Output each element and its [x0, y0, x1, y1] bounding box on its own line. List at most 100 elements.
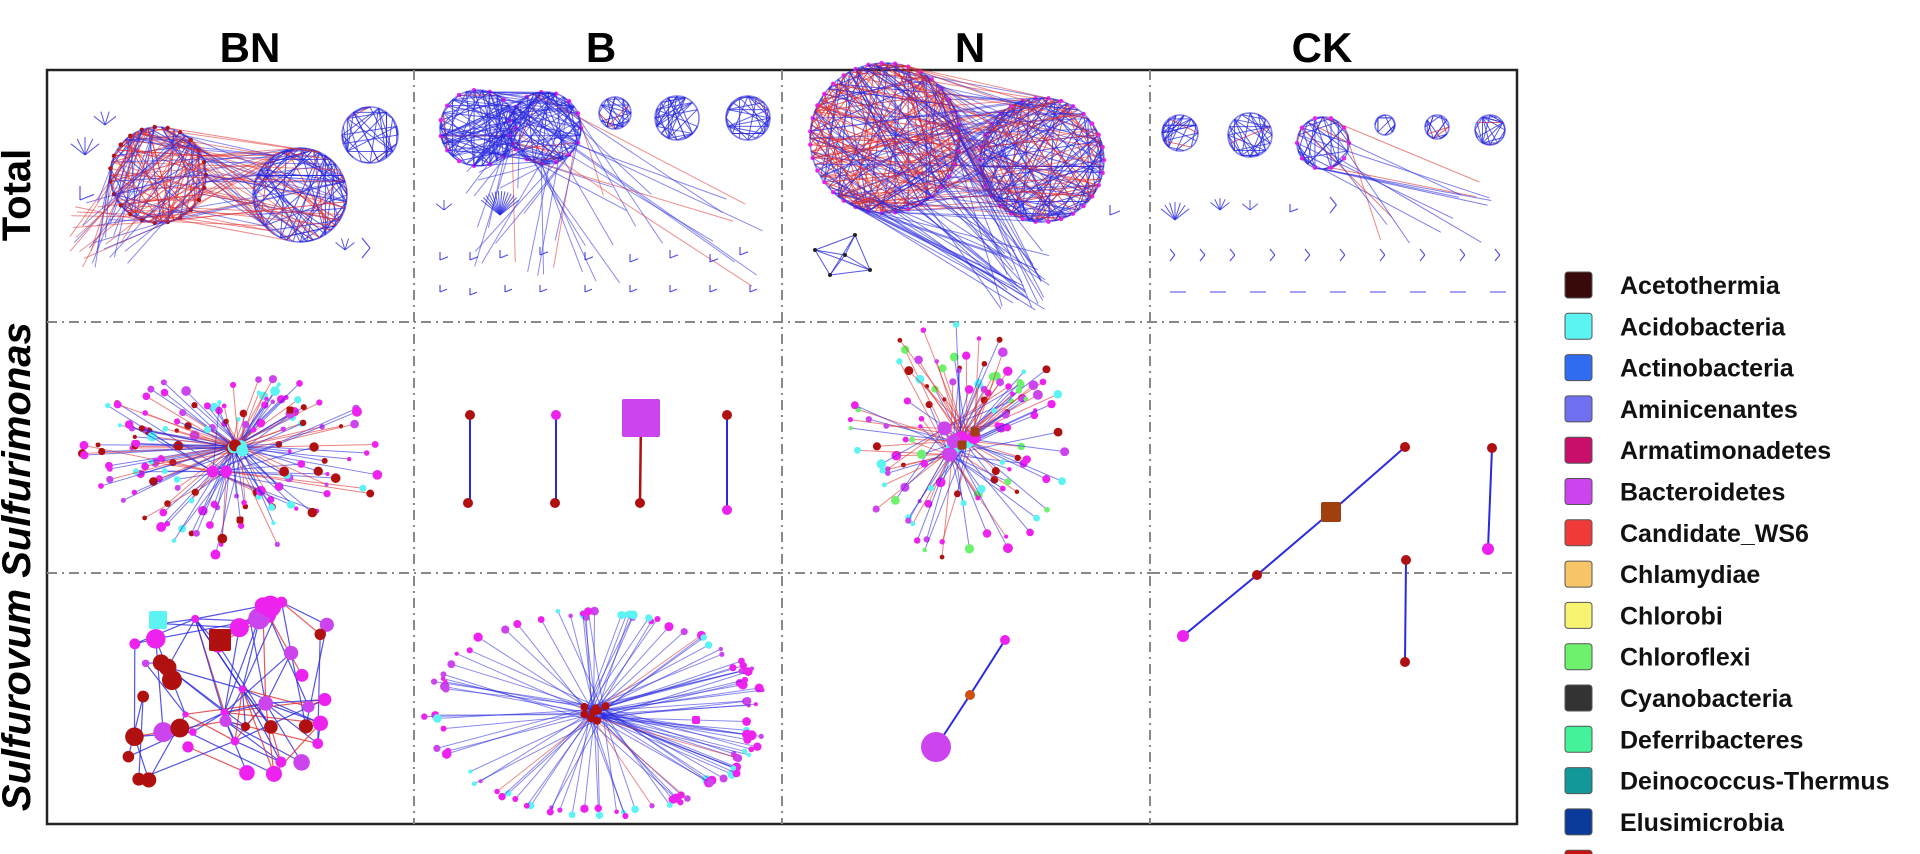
- network-edge: [185, 213, 270, 232]
- network-edge: [196, 447, 233, 534]
- network-edge: [868, 64, 909, 68]
- network-edge: [265, 703, 303, 763]
- network-edge: [829, 269, 871, 276]
- network-edge: [104, 129, 143, 213]
- module-outline: [1374, 114, 1396, 136]
- network-edge: [446, 99, 504, 151]
- network-node: [454, 651, 459, 656]
- network-node-square: [622, 399, 660, 437]
- network-edge: [656, 102, 693, 127]
- network-edge: [861, 66, 1034, 265]
- network-node: [580, 702, 589, 711]
- network-node: [206, 465, 219, 478]
- network-node: [897, 337, 903, 343]
- network-edge: [221, 471, 227, 539]
- network-node: [321, 457, 328, 464]
- network-edge: [241, 688, 272, 728]
- network-edge: [503, 148, 517, 157]
- network-edge: [1219, 198, 1226, 211]
- network-edge: [1174, 208, 1190, 221]
- network-edge: [980, 153, 1096, 192]
- network-edge: [955, 324, 962, 439]
- network-node: [142, 392, 151, 401]
- legend-label: Elusimicrobia: [1620, 809, 1785, 837]
- network-edge: [1307, 121, 1349, 152]
- network-node: [283, 395, 289, 401]
- network-edge: [1054, 146, 1104, 221]
- network-edge: [1404, 559, 1407, 663]
- network-edge: [540, 91, 652, 195]
- network-node: [141, 462, 149, 471]
- network-node: [241, 420, 250, 429]
- network-edge: [1214, 198, 1221, 211]
- network-edge: [446, 710, 587, 755]
- network-node: [981, 360, 988, 367]
- network-edge: [194, 618, 243, 690]
- network-edge: [668, 97, 693, 134]
- network-edge: [601, 717, 733, 775]
- network-edge: [606, 98, 632, 114]
- network-edge: [747, 95, 764, 103]
- network-edge: [1494, 254, 1501, 262]
- network-edge: [1307, 121, 1388, 226]
- network-node: [138, 425, 146, 432]
- network-edge: [1322, 116, 1480, 183]
- network-node: [748, 746, 755, 753]
- network-node: [271, 520, 276, 526]
- network-edge: [668, 133, 693, 139]
- network-edge: [1301, 150, 1348, 159]
- network-edge: [475, 135, 581, 252]
- network-edge: [167, 445, 242, 525]
- network-edge: [160, 471, 214, 528]
- network-edge: [656, 95, 678, 127]
- network-edge: [602, 714, 618, 812]
- network-node: [913, 537, 921, 544]
- network-node: [949, 352, 959, 362]
- network-node: [848, 426, 853, 431]
- network-edge: [1426, 119, 1442, 139]
- network-node: [259, 595, 282, 618]
- network-edge: [225, 688, 243, 722]
- network-edge: [369, 143, 397, 164]
- network-edge: [1432, 126, 1450, 139]
- network-node: [173, 476, 181, 483]
- network-node: [113, 400, 122, 409]
- network-edge: [286, 155, 326, 241]
- network-edge: [824, 118, 997, 183]
- network-edge: [850, 427, 954, 442]
- network-edge: [440, 93, 557, 137]
- network-edge: [526, 96, 614, 246]
- network-edge: [135, 131, 261, 171]
- legend-label: Candidate_WS6: [1620, 520, 1809, 548]
- network-edge: [147, 127, 175, 221]
- network-node: [939, 554, 945, 560]
- network-edge: [1174, 202, 1181, 221]
- network-edge: [1163, 124, 1197, 142]
- network-node: [1016, 378, 1024, 386]
- network-edge: [1329, 196, 1337, 206]
- network-node: [965, 690, 975, 700]
- network-node: [98, 483, 104, 489]
- network-edge: [747, 117, 771, 141]
- network-node: [124, 420, 134, 429]
- network-node: [265, 765, 282, 782]
- network-node: [953, 490, 961, 498]
- network-edge: [554, 127, 582, 241]
- network-edge: [599, 667, 734, 710]
- legend-swatch: [1564, 601, 1593, 629]
- network-edge: [952, 448, 982, 490]
- network-edge: [446, 149, 467, 165]
- network-edge: [202, 471, 227, 512]
- network-edge: [473, 717, 601, 785]
- network-edge: [212, 411, 358, 473]
- network-edge: [586, 712, 626, 817]
- network-node: [274, 482, 283, 491]
- network-node: [1096, 132, 1101, 137]
- network-edge: [1482, 116, 1491, 146]
- network-edge: [1298, 134, 1490, 199]
- network-edge: [190, 209, 265, 227]
- network-edge: [1234, 119, 1271, 144]
- network-edge: [1163, 115, 1185, 142]
- network-edge: [502, 91, 542, 157]
- network-node: [1252, 570, 1262, 580]
